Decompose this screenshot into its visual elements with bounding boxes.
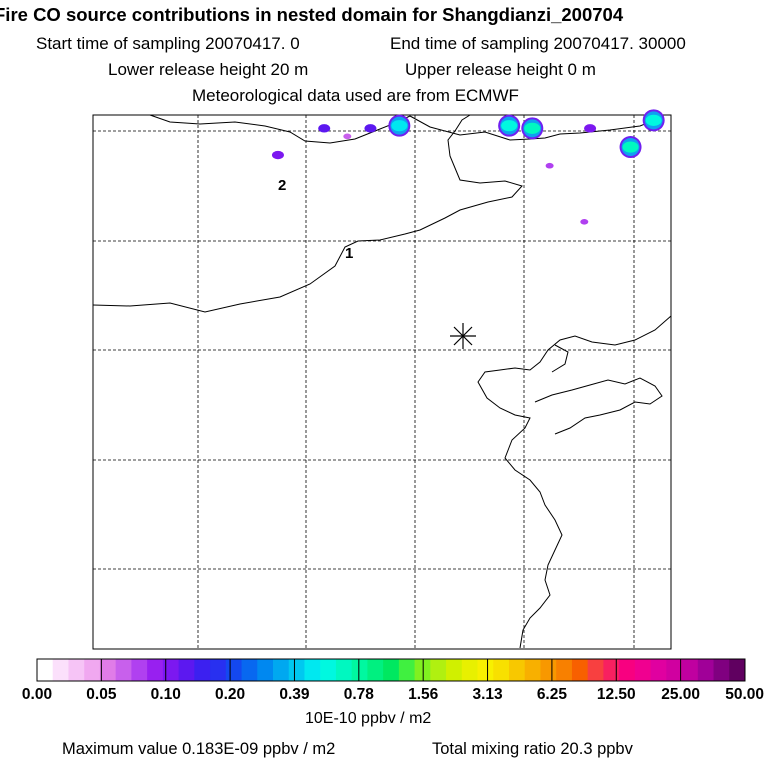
peninsula-coast	[534, 344, 663, 435]
colorbar-swatch	[729, 659, 746, 681]
upper-release-text: Upper release height 0 m	[405, 60, 596, 79]
colorbar-ticks	[36, 659, 746, 681]
colorbar-tick-label: 50.00	[725, 686, 764, 703]
lower-release-text: Lower release height 20 m	[108, 60, 309, 79]
colorbar-swatch	[241, 659, 258, 681]
colorbar-swatch	[194, 659, 211, 681]
contour-cell	[271, 150, 284, 160]
colorbar-swatch	[351, 659, 368, 681]
colorbar-swatch	[257, 659, 274, 681]
colorbar-swatch	[493, 659, 510, 681]
end-sampling-text: End time of sampling 20070417. 30000	[390, 34, 686, 53]
colorbar-unit: 10E-10 ppbv / m2	[305, 710, 432, 727]
colorbar-tick-label: 0.05	[86, 686, 117, 703]
met-data-text: Meteorological data used are from ECMWF	[192, 86, 519, 105]
colorbar-tick-label: 12.50	[596, 686, 636, 703]
colorbar-swatch	[619, 659, 636, 681]
colorbar-swatch	[273, 659, 290, 681]
colorbar-swatch	[162, 659, 180, 681]
colorbar-swatch	[84, 659, 101, 681]
colorbar-swatch	[446, 659, 463, 681]
contour-cell	[524, 122, 541, 134]
colorbar-swatch	[524, 659, 541, 681]
colorbar-tick-label: 0.00	[21, 686, 53, 703]
colorbar-swatch	[461, 659, 479, 681]
colorbar-swatch	[99, 659, 117, 681]
colorbar-swatches	[37, 659, 746, 681]
colorbar-swatch	[603, 659, 620, 681]
colorbar-swatch	[210, 659, 227, 681]
province-boundary	[92, 114, 523, 313]
map-frame	[92, 114, 672, 650]
colorbar-tick-label: 0.78	[343, 686, 374, 703]
colorbar-swatch	[682, 659, 699, 681]
colorbar-swatch	[430, 659, 447, 681]
colorbar-tick-label: 3.13	[472, 686, 503, 703]
grid-lines	[93, 115, 671, 649]
colorbar-swatch	[556, 659, 573, 681]
contour-cell	[584, 124, 597, 133]
colorbar-swatch	[509, 659, 526, 681]
receptor-asterisk-icon	[450, 323, 476, 349]
start-sampling-text: Start time of sampling 20070417. 0	[36, 34, 300, 53]
total-mixing-ratio-text: Total mixing ratio 20.3 ppbv	[432, 740, 633, 758]
colorbar-swatch	[383, 659, 400, 681]
contour-cell	[645, 114, 662, 126]
colorbar-swatch	[52, 659, 69, 681]
contour-cells	[271, 109, 665, 225]
colorbar-swatch	[540, 659, 557, 681]
contour-cell	[343, 133, 352, 140]
colorbar-tick-label: 25.00	[661, 686, 701, 703]
colorbar-swatch	[587, 659, 604, 681]
colorbar-swatch	[398, 659, 416, 681]
colorbar-swatch	[634, 659, 652, 681]
colorbar-swatch	[650, 659, 667, 681]
colorbar-swatch	[571, 659, 589, 681]
contour-cell	[364, 124, 377, 133]
colorbar-swatch	[304, 659, 321, 681]
colorbar-tick-label: 0.20	[215, 686, 246, 703]
colorbar-swatch	[178, 659, 195, 681]
colorbar-swatch	[713, 659, 730, 681]
colorbar-swatch	[320, 659, 337, 681]
contour-cell	[545, 162, 554, 169]
colorbar-swatch	[68, 659, 85, 681]
contour-label-1: 1	[345, 245, 353, 262]
contour-label-2: 2	[278, 177, 286, 194]
colorbar-swatch	[37, 659, 54, 681]
colorbar-swatch	[147, 659, 164, 681]
contour-cell	[622, 141, 639, 153]
colorbar-swatch	[477, 659, 494, 681]
colorbar-swatch	[288, 659, 305, 681]
colorbar-tick-label: 1.56	[408, 686, 439, 703]
contour-cell	[501, 120, 518, 132]
contour-cell	[580, 219, 589, 225]
colorbar-tick-label: 0.10	[150, 686, 181, 703]
contour-cell	[391, 120, 408, 132]
colorbar-tick-label: 0.39	[279, 686, 310, 703]
northern-boundary	[149, 114, 661, 144]
colorbar-swatch	[697, 659, 715, 681]
colorbar-swatch	[115, 659, 132, 681]
max-value-text: Maximum value 0.183E-09 ppbv / m2	[62, 740, 336, 758]
chart-title: Fire CO source contributions in nested d…	[0, 4, 624, 25]
colorbar-swatch	[335, 659, 353, 681]
colorbar-swatch	[367, 659, 384, 681]
coastline	[477, 315, 672, 649]
colorbar-swatch	[666, 659, 683, 681]
boundaries	[92, 114, 672, 649]
contour-cell	[318, 124, 331, 133]
colorbar-tick-label: 6.25	[536, 686, 567, 703]
colorbar-swatch	[131, 659, 148, 681]
colorbar-swatch	[225, 659, 243, 681]
